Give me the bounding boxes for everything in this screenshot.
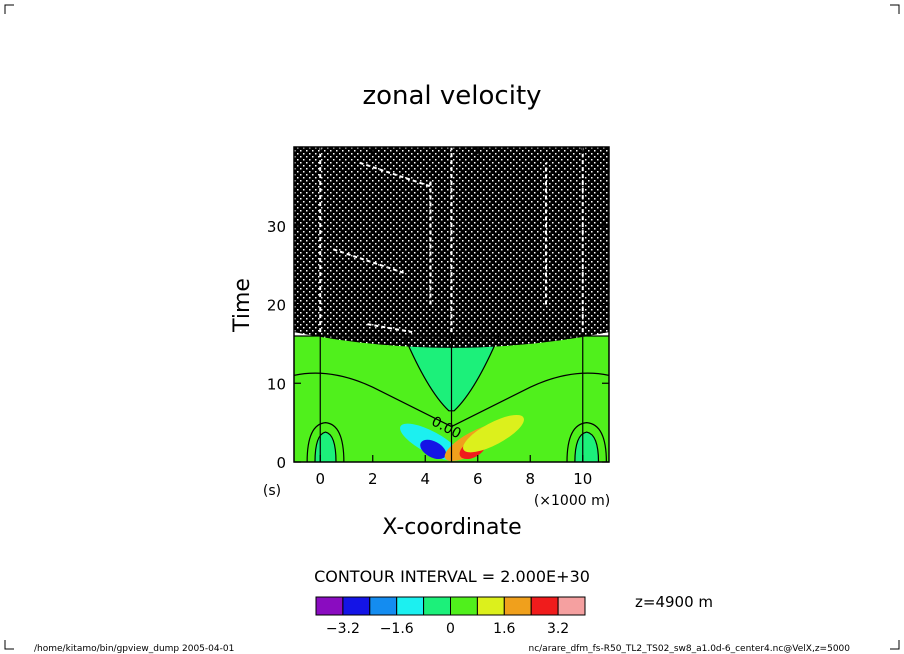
field-blob — [420, 439, 447, 460]
y-tick-label: 0 — [276, 454, 286, 472]
colorbar-swatch — [315, 596, 344, 616]
x-tick-label: 2 — [368, 470, 378, 488]
colorbar: −3.2 −1.6 0 1.6 3.2 — [315, 596, 586, 637]
colorbar-swatch — [342, 596, 371, 616]
colorbar-swatch — [369, 596, 398, 616]
y-unit-label: (s) — [263, 483, 281, 499]
x-axis-label: X-coordinate — [382, 515, 521, 540]
field-blob — [463, 414, 524, 453]
x-axis: 0 2 4 6 8 10 — [315, 147, 592, 488]
contour-line — [574, 431, 600, 462]
noise-streak — [333, 248, 405, 274]
colorbar-swatch — [476, 596, 505, 616]
footer-right: nc/arare_dfm_fs-R50_TL2_TS02_sw8_a1.0d-6… — [529, 644, 851, 654]
x-tick-label: 0 — [315, 470, 325, 488]
colorbar-tick-label: 0 — [446, 621, 455, 637]
noise-streak — [359, 161, 431, 188]
contour-line — [306, 422, 345, 462]
x-tick-label: 4 — [420, 470, 430, 488]
level-label: z=4900 m — [635, 593, 713, 611]
x-tick-label: 6 — [473, 470, 483, 488]
colorbar-swatch — [396, 596, 425, 616]
colorbar-swatch — [557, 596, 586, 616]
colorbar-tick-label: 1.6 — [493, 621, 515, 637]
y-axis-label: Time — [230, 278, 255, 333]
contour-line — [403, 335, 500, 412]
y-tick-label: 10 — [267, 375, 286, 393]
chart-title: zonal velocity — [362, 81, 541, 111]
contour-line — [314, 431, 337, 462]
y-axis: 0 10 20 30 — [267, 218, 609, 472]
contour-interval: CONTOUR INTERVAL = 2.000E+30 — [314, 567, 590, 586]
colorbar-swatch — [503, 596, 532, 616]
colorbar-swatch — [423, 596, 452, 616]
y-tick-label: 20 — [267, 297, 286, 315]
contour-line — [566, 422, 607, 462]
corner-marks — [4, 4, 900, 650]
x-tick-label: 8 — [525, 470, 535, 488]
field-side-lobe — [574, 432, 599, 462]
x-tick-label: 10 — [573, 470, 592, 488]
colorbar-tick-label: 3.2 — [547, 621, 569, 637]
colorbar-tick-label: −1.6 — [380, 621, 414, 637]
colorbar-swatch — [530, 596, 559, 616]
footer-left: /home/kitamo/bin/gpview_dump 2005-04-01 — [34, 644, 234, 654]
colorbar-tick-label: −3.2 — [326, 621, 360, 637]
colorbar-swatch — [450, 596, 478, 616]
y-tick-label: 30 — [267, 218, 286, 236]
noise-streak — [367, 323, 413, 334]
x-unit-label: (×1000 m) — [534, 493, 610, 509]
